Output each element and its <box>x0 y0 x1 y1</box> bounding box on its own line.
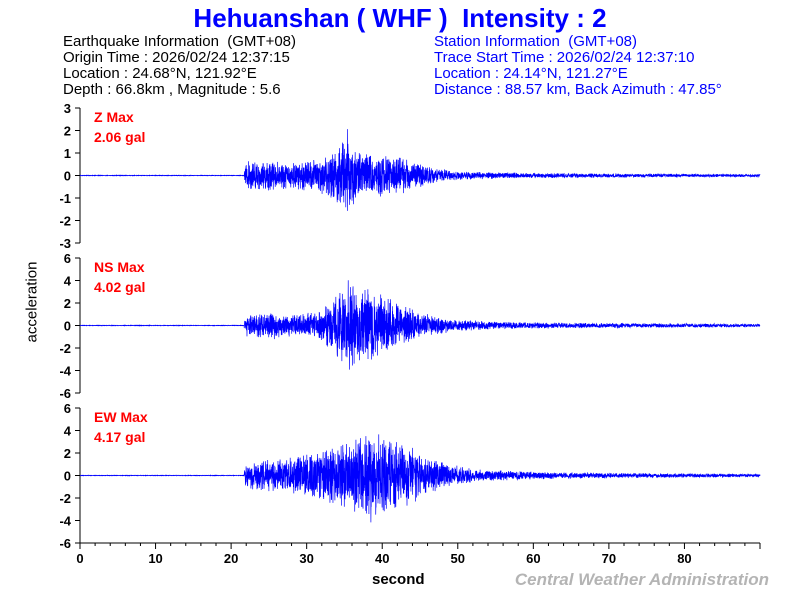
y-tick-label: 0 <box>64 469 71 484</box>
station-info-header: Station Information (GMT+08) <box>434 33 637 50</box>
x-tick-label: 50 <box>451 551 465 566</box>
y-tick-label: 2 <box>64 124 71 139</box>
max-label: EW Max <box>94 409 148 425</box>
y-tick-label: -2 <box>59 491 71 506</box>
y-tick-label: 1 <box>64 146 71 161</box>
y-tick-label: 2 <box>64 446 71 461</box>
station-info: Station Information (GMT+08) Trace Start… <box>434 34 722 98</box>
panel-z: 3 2 1 0 -1 -2 -3 Z Max 2.06 gal <box>59 101 761 251</box>
y-tick-label: -4 <box>59 514 71 529</box>
x-tick-label: 40 <box>375 551 389 566</box>
y-tick-label: 4 <box>64 424 72 439</box>
x-tick-label: 0 <box>76 551 83 566</box>
max-value: 4.17 gal <box>94 429 145 445</box>
y-tick-label: -2 <box>59 214 71 229</box>
waveform-z <box>79 129 761 211</box>
depth-magnitude: Depth : 66.8km , Magnitude : 5.6 <box>63 81 281 98</box>
panel-ns: 6 4 2 0 -2 -4 -6 NS Max 4.02 gal <box>59 251 761 401</box>
x-tick-label: 30 <box>299 551 313 566</box>
waveform-ns <box>79 280 761 370</box>
station-location: Location : 24.14°N, 121.27°E <box>434 65 628 82</box>
x-tick-label: 10 <box>148 551 162 566</box>
max-label: Z Max <box>94 109 134 125</box>
y-tick-label: 0 <box>64 169 71 184</box>
x-tick-label: 60 <box>526 551 540 566</box>
y-tick-label: -1 <box>59 191 71 206</box>
y-tick-label: -2 <box>59 341 71 356</box>
y-tick-label: 3 <box>64 101 71 116</box>
origin-time: Origin Time : 2026/02/24 12:37:15 <box>63 49 290 66</box>
y-tick-label: -6 <box>59 536 71 551</box>
waveform-ew <box>79 434 761 523</box>
y-tick-label: 0 <box>64 319 71 334</box>
y-tick-label: -3 <box>59 236 71 251</box>
y-tick-label: 2 <box>64 296 71 311</box>
x-axis-label: second <box>372 571 425 588</box>
y-tick-label: 6 <box>64 251 71 266</box>
max-label: NS Max <box>94 259 145 275</box>
earthquake-info: Earthquake Information (GMT+08) Origin T… <box>63 34 296 98</box>
epicenter-location: Location : 24.68°N, 121.92°E <box>63 65 257 82</box>
x-tick-label: 70 <box>602 551 616 566</box>
max-value: 2.06 gal <box>94 129 145 145</box>
y-tick-label: 6 <box>64 401 71 416</box>
distance-azimuth: Distance : 88.57 km, Back Azimuth : 47.8… <box>434 81 722 98</box>
y-tick-label: 4 <box>64 274 72 289</box>
agency-credit: Central Weather Administration <box>514 570 769 589</box>
panel-ew: 6 4 2 0 -2 -4 -6 EW Max 4.17 gal <box>59 401 761 551</box>
x-tick-label: 80 <box>677 551 691 566</box>
chart-title: Hehuanshan ( WHF ) Intensity : 2 <box>193 3 607 33</box>
y-tick-label: -6 <box>59 386 71 401</box>
trace-start-time: Trace Start Time : 2026/02/24 12:37:10 <box>434 49 695 66</box>
earthquake-info-header: Earthquake Information (GMT+08) <box>63 33 297 50</box>
max-value: 4.02 gal <box>94 279 145 295</box>
x-tick-label: 20 <box>224 551 238 566</box>
y-tick-label: -4 <box>59 364 71 379</box>
